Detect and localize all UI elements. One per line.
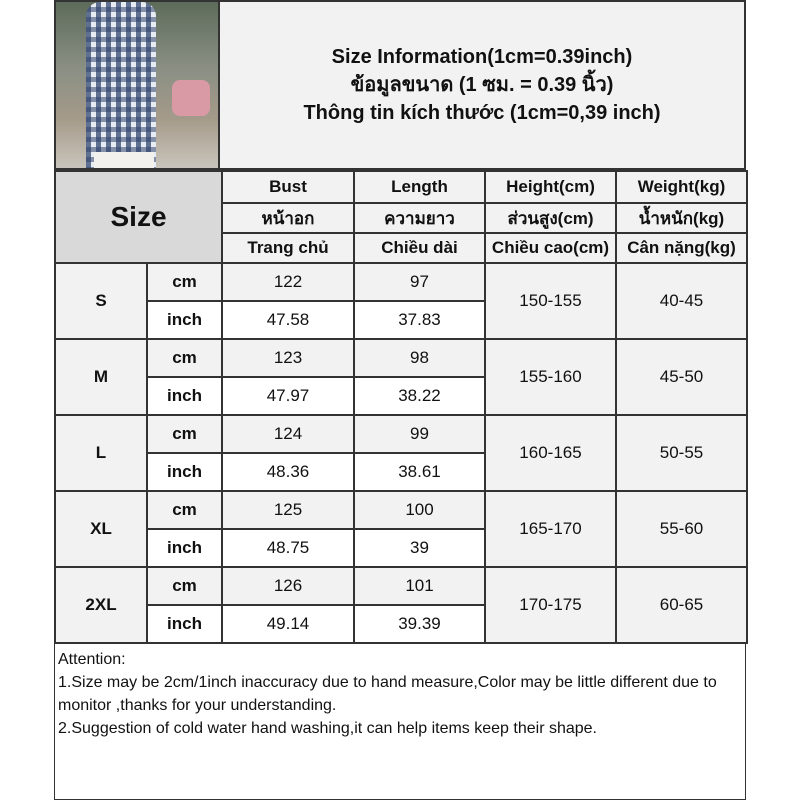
unit-inch: inch [146, 528, 223, 568]
unit-cm: cm [146, 338, 223, 378]
header-weight-en: Weight(kg) [615, 170, 748, 204]
attention-note-1: 1.Size may be 2cm/1inch inaccuracy due t… [58, 674, 717, 714]
bust-inch: 47.97 [221, 376, 355, 416]
table-row: 2XL cm 126 101 170-175 60-65 [54, 566, 748, 644]
weight-range: 45-50 [615, 338, 748, 416]
size-label: M [54, 338, 148, 416]
bust-cm: 125 [221, 490, 355, 530]
size-label: L [54, 414, 148, 492]
bust-inch: 47.58 [221, 300, 355, 340]
length-inch: 38.61 [353, 452, 486, 492]
plaid-dress-image [86, 2, 156, 168]
weight-range: 50-55 [615, 414, 748, 492]
size-information-title: Size Information(1cm=0.39inch) ข้อมูลขนา… [220, 0, 746, 170]
length-inch: 37.83 [353, 300, 486, 340]
title-thai: ข้อมูลขนาด (1 ซม. = 0.39 นิ้ว) [350, 74, 614, 96]
length-cm: 100 [353, 490, 486, 530]
size-column-header: Size [54, 170, 223, 264]
size-label: XL [54, 490, 148, 568]
unit-inch: inch [146, 452, 223, 492]
white-skirt-image [94, 152, 154, 168]
attention-note-2: 2.Suggestion of cold water hand washing,… [58, 720, 597, 737]
header-height-th: ส่วนสูง(cm) [484, 202, 617, 234]
table-row: inch 48.75 39 [55, 528, 747, 568]
header-weight-vi: Cân nặng(kg) [615, 232, 748, 264]
attention-notes: Attention: 1.Size may be 2cm/1inch inacc… [54, 643, 746, 800]
header-length-th: ความยาว [353, 202, 486, 234]
pink-bag-image [172, 80, 210, 116]
size-label: 2XL [54, 566, 148, 644]
unit-cm: cm [146, 490, 223, 530]
bust-inch: 48.75 [221, 528, 355, 568]
header-bust-vi: Trang chủ [221, 232, 355, 264]
weight-range: 55-60 [615, 490, 748, 568]
unit-inch: inch [146, 376, 223, 416]
header-bust-th: หน้าอก [221, 202, 355, 234]
title-vietnamese: Thông tin kích thước (1cm=0,39 inch) [303, 102, 661, 124]
unit-cm: cm [146, 414, 223, 454]
table-row: inch 47.97 38.22 [55, 376, 747, 416]
attention-heading: Attention: [58, 651, 126, 668]
header-bust-en: Bust [221, 170, 355, 204]
bust-inch: 48.36 [221, 452, 355, 492]
product-photo [54, 0, 220, 170]
length-cm: 99 [353, 414, 486, 454]
bust-cm: 122 [221, 262, 355, 302]
unit-cm: cm [146, 262, 223, 302]
table-row: XL cm 125 100 165-170 55-60 [54, 490, 748, 568]
length-cm: 98 [353, 338, 486, 378]
weight-range: 40-45 [615, 262, 748, 340]
height-range: 165-170 [484, 490, 617, 568]
header-weight-th: น้ำหนัก(kg) [615, 202, 748, 234]
length-cm: 97 [353, 262, 486, 302]
length-cm: 101 [353, 566, 486, 606]
header-length-en: Length [353, 170, 486, 204]
bust-cm: 124 [221, 414, 355, 454]
unit-inch: inch [146, 300, 223, 340]
height-range: 170-175 [484, 566, 617, 644]
size-table: Size Bust Length Height(cm) Weight(kg) ห… [54, 170, 748, 644]
height-range: 150-155 [484, 262, 617, 340]
header-length-vi: Chiều dài [353, 232, 486, 264]
table-row: inch 47.58 37.83 [55, 300, 747, 340]
title-english: Size Information(1cm=0.39inch) [331, 46, 633, 68]
header-height-vi: Chiều cao(cm) [484, 232, 617, 264]
weight-range: 60-65 [615, 566, 748, 644]
table-row: inch 49.14 39.39 [55, 604, 747, 644]
table-row: inch 48.36 38.61 [55, 452, 747, 492]
unit-cm: cm [146, 566, 223, 606]
bust-inch: 49.14 [221, 604, 355, 644]
header-height-en: Height(cm) [484, 170, 617, 204]
length-inch: 38.22 [353, 376, 486, 416]
height-range: 160-165 [484, 414, 617, 492]
bust-cm: 123 [221, 338, 355, 378]
size-label: S [54, 262, 148, 340]
bust-cm: 126 [221, 566, 355, 606]
length-inch: 39 [353, 528, 486, 568]
height-range: 155-160 [484, 338, 617, 416]
length-inch: 39.39 [353, 604, 486, 644]
unit-inch: inch [146, 604, 223, 644]
